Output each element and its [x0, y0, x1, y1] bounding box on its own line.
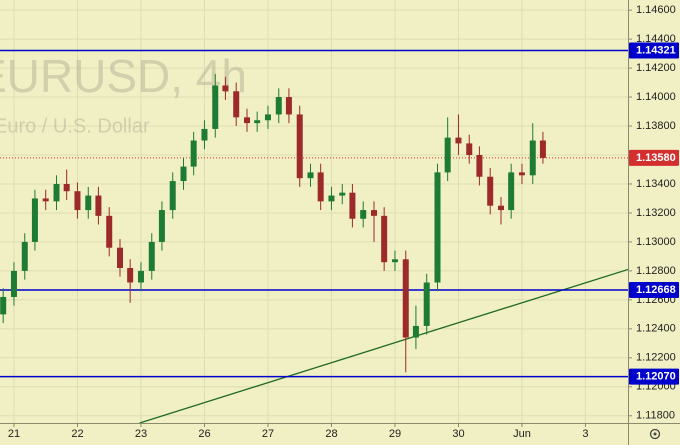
y-tick-label: 1.13800: [636, 120, 676, 132]
candle-body: [508, 172, 515, 211]
price-label: 1.12668: [636, 284, 676, 296]
y-tick-label: 1.12400: [636, 323, 676, 335]
y-tick-label: 1.14200: [636, 62, 676, 74]
candle-body: [349, 192, 356, 219]
x-tick-label: 21: [8, 428, 20, 440]
candle-body: [434, 172, 441, 283]
price-label-box: [629, 368, 679, 385]
candle-body: [264, 114, 271, 121]
x-tick-label: 27: [262, 428, 274, 440]
candle-body: [328, 195, 335, 202]
candle-body: [137, 270, 144, 283]
candle-body: [106, 215, 113, 248]
y-tick-label: 1.12800: [636, 265, 676, 277]
candle-body: [476, 155, 483, 177]
grid: [0, 0, 628, 423]
x-tick-label: 26: [198, 428, 210, 440]
candle-body: [285, 97, 292, 115]
candle-body: [307, 172, 314, 179]
candle-body: [275, 97, 282, 115]
candle-body: [360, 210, 367, 219]
y-tick-label: 1.13400: [636, 178, 676, 190]
x-tick-label: 3: [582, 428, 588, 440]
y-tick-label: 1.13000: [636, 236, 676, 248]
candle-body: [518, 172, 525, 176]
x-tick-label: 28: [325, 428, 337, 440]
candle-body: [339, 192, 346, 196]
candle-body: [10, 270, 17, 297]
price-label-box: [629, 42, 679, 59]
candle-body: [539, 140, 546, 158]
candle-body: [169, 181, 176, 211]
candle-body: [158, 210, 165, 242]
candle-body: [212, 85, 219, 129]
candle-body: [444, 137, 451, 173]
candle-body: [371, 210, 378, 216]
candle-body: [148, 241, 155, 271]
candle-body: [498, 205, 505, 211]
candle-body: [180, 166, 187, 182]
price-label-box: [629, 282, 679, 299]
x-tick-label: Jun: [513, 428, 531, 440]
candle-body: [254, 120, 261, 124]
candle-body: [466, 143, 473, 156]
x-tick-label: 22: [71, 428, 83, 440]
candle-body: [117, 247, 124, 268]
candle-body: [222, 85, 229, 92]
candle-body: [412, 325, 419, 338]
candle-body: [74, 191, 81, 211]
y-tick-label: 1.13200: [636, 207, 676, 219]
x-tick-label: 23: [135, 428, 147, 440]
candle-body: [402, 259, 409, 338]
y-tick-label: 1.12200: [636, 352, 676, 364]
watermark-subtitle: Euro / U.S. Dollar: [0, 115, 150, 137]
candle-body: [455, 137, 462, 144]
candle-body: [42, 198, 49, 202]
trend-line: [139, 268, 628, 423]
y-tick-label: 1.14000: [636, 91, 676, 103]
price-label-box: [629, 149, 679, 166]
x-tick-label: 30: [452, 428, 464, 440]
candle-body: [391, 259, 398, 263]
candle-body: [0, 296, 7, 315]
candle-body: [95, 195, 102, 216]
candle-body: [21, 241, 28, 271]
candle-body: [127, 267, 134, 283]
candle-body: [233, 91, 240, 118]
price-label: 1.13580: [636, 152, 676, 164]
candle-body: [423, 282, 430, 326]
plot: [0, 49, 628, 423]
price-label: 1.14321: [636, 44, 676, 56]
settings-icon[interactable]: [649, 428, 661, 440]
y-tick-label: 1.11800: [636, 410, 675, 422]
candle-body: [31, 198, 38, 242]
axes: 1.118001.120001.122001.124001.126001.128…: [8, 4, 679, 440]
watermark-title: EURUSD, 4h: [0, 50, 247, 102]
candle-body: [317, 172, 324, 202]
candle-body: [487, 176, 494, 206]
candle-body: [381, 215, 388, 263]
watermark: EURUSD, 4h Euro / U.S. Dollar: [0, 50, 247, 137]
x-tick-label: 29: [389, 428, 401, 440]
candle-body: [244, 117, 251, 124]
candle-body: [85, 195, 92, 211]
candle-body: [53, 183, 60, 202]
candle-body: [296, 114, 303, 179]
price-label: 1.12070: [636, 371, 676, 383]
y-tick-label: 1.14600: [636, 4, 676, 16]
candle-body: [201, 128, 208, 141]
candle-body: [529, 140, 536, 176]
y-tick-label: 1.14400: [636, 33, 676, 45]
candle-body: [63, 183, 70, 192]
candle-body: [190, 140, 197, 167]
